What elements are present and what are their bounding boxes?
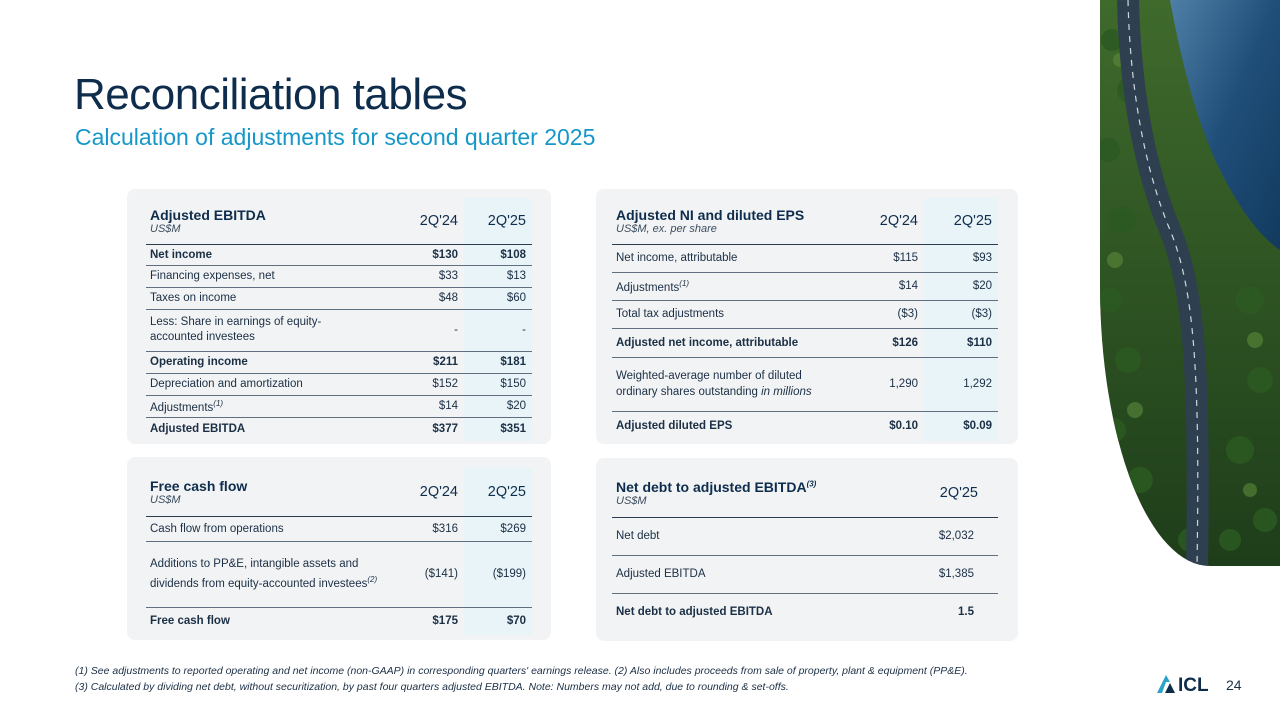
net-debt-table: Net debt to adjusted EBITDA(3) US$M 2Q'2… bbox=[612, 470, 998, 631]
column-header: 2Q'25 bbox=[924, 198, 998, 245]
table-row: Depreciation and amortization $152 $150 bbox=[146, 373, 532, 396]
table-row: Net debt to adjusted EBITDA 1.5 bbox=[616, 606, 974, 619]
table-row: Weighted-average number of diluted ordin… bbox=[612, 357, 998, 412]
table-title: Net debt to adjusted EBITDA bbox=[616, 479, 807, 496]
footnotes: (1) See adjustments to reported operatin… bbox=[75, 663, 968, 695]
footnote-marker: (3) bbox=[806, 479, 817, 489]
footnote-marker: (2) bbox=[367, 575, 378, 585]
table-unit: US$M bbox=[150, 493, 181, 506]
table-row: Taxes on income $48 $60 bbox=[146, 287, 532, 310]
adjusted-ni-eps-table: Adjusted NI and diluted EPS US$M, ex. pe… bbox=[612, 198, 998, 441]
column-header: 2Q'25 bbox=[464, 198, 532, 245]
table-unit: US$M bbox=[150, 222, 181, 235]
icl-logo: ICL bbox=[1156, 672, 1216, 696]
table-unit: US$M bbox=[616, 495, 647, 508]
page-number: 24 bbox=[1226, 677, 1242, 693]
adjusted-ebitda-table: Adjusted EBITDA US$M 2Q'24 2Q'25 Net inc… bbox=[146, 198, 532, 441]
free-cash-flow-table: Free cash flow US$M 2Q'24 2Q'25 Cash flo… bbox=[146, 468, 532, 635]
table-row: Net debt $2,032 bbox=[612, 517, 998, 556]
footnote-marker: (1) bbox=[679, 278, 690, 288]
table-unit: US$M, ex. per share bbox=[616, 222, 717, 235]
table-title: Adjusted EBITDA bbox=[150, 206, 266, 223]
table-row: Net income $130 $108 bbox=[146, 244, 532, 266]
column-header: 2Q'24 bbox=[396, 468, 464, 517]
table-row: Adjusted diluted EPS $0.10 $0.09 bbox=[612, 411, 998, 441]
column-header: 2Q'25 bbox=[464, 468, 532, 517]
table-row: Free cash flow $175 $70 bbox=[146, 607, 532, 635]
table-row: Additions to PP&E, intangible assets and… bbox=[146, 541, 532, 608]
table-row: Adjustments(1) $14 $20 bbox=[146, 395, 532, 418]
table-row: Adjusted net income, attributable $126 $… bbox=[612, 328, 998, 358]
table-row: Less: Share in earnings of equity-accoun… bbox=[146, 309, 532, 352]
column-header: 2Q'24 bbox=[850, 198, 924, 245]
table-row: Adjusted EBITDA $1,385 bbox=[612, 555, 998, 594]
column-header: 2Q'25 bbox=[892, 470, 998, 518]
column-header: 2Q'24 bbox=[396, 198, 464, 245]
footnote-line: (3) Calculated by dividing net debt, wit… bbox=[75, 681, 789, 693]
table-row: Cash flow from operations $316 $269 bbox=[146, 516, 532, 542]
table-row: Adjusted EBITDA $377 $351 bbox=[146, 417, 532, 441]
footnote-marker: (1) bbox=[213, 398, 224, 408]
forest-road-photo bbox=[1100, 0, 1280, 566]
table-title: Free cash flow bbox=[150, 477, 248, 494]
svg-text:ICL: ICL bbox=[1178, 675, 1209, 694]
table-row: Total tax adjustments ($3) ($3) bbox=[612, 300, 998, 329]
footnote-line: (1) See adjustments to reported operatin… bbox=[75, 665, 968, 677]
page-subtitle: Calculation of adjustments for second qu… bbox=[75, 124, 596, 150]
table-row: Net income, attributable $115 $93 bbox=[612, 244, 998, 273]
page-title: Reconciliation tables bbox=[74, 70, 468, 119]
table-row: Financing expenses, net $33 $13 bbox=[146, 265, 532, 288]
table-row: Adjustments(1) $14 $20 bbox=[612, 272, 998, 301]
table-row: Operating income $211 $181 bbox=[146, 351, 532, 374]
table-title: Adjusted NI and diluted EPS bbox=[616, 206, 805, 223]
